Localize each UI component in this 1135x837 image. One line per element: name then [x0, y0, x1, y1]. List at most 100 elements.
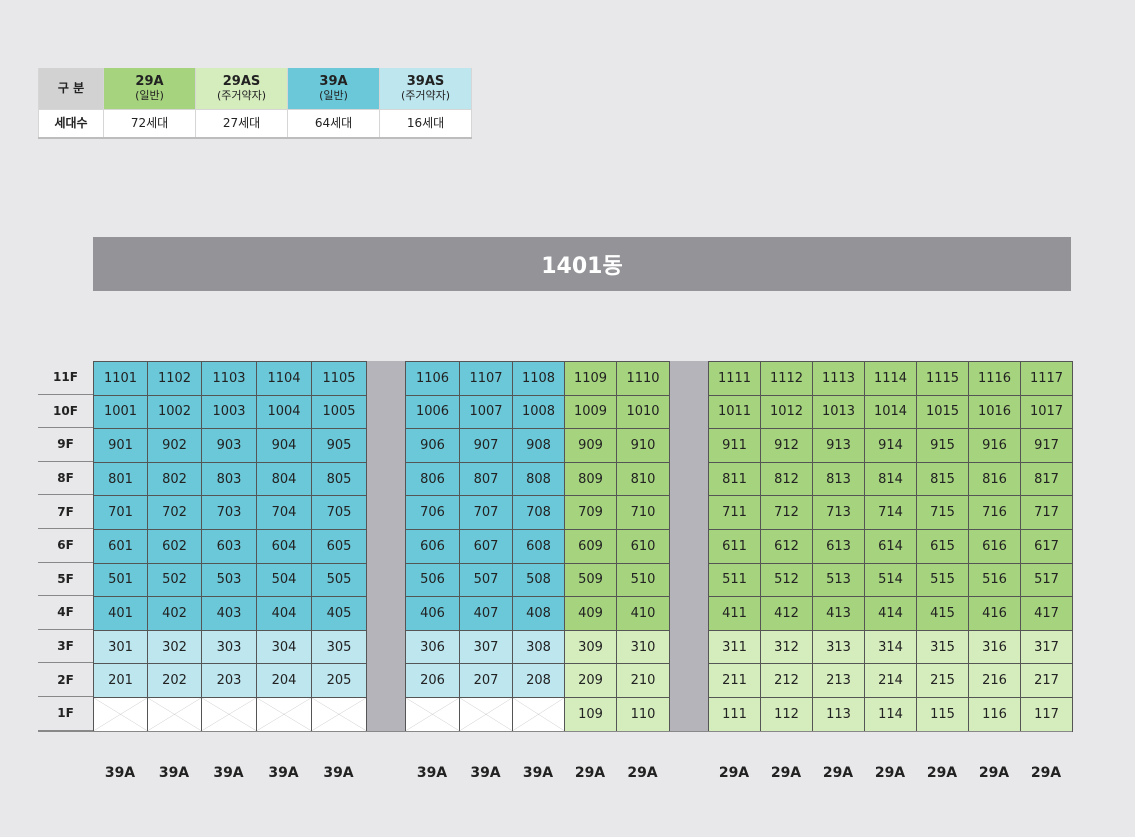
unit-cell: 417 [1020, 596, 1073, 631]
unit-cell: 1006 [405, 394, 460, 430]
unit-cell: 808 [512, 461, 565, 497]
unit-cell: 405 [311, 596, 367, 631]
floor-label: 5F [38, 563, 93, 597]
unit-cell: 713 [812, 495, 865, 530]
unit-cell: 204 [256, 663, 312, 698]
unit-cell: 1008 [512, 394, 565, 430]
unit-cell: 213 [812, 663, 865, 698]
unit-cell: 1015 [916, 394, 969, 430]
cross-icon [312, 698, 366, 731]
unit-cell: 1103 [201, 361, 257, 396]
empty-unit-cell [311, 697, 367, 732]
unit-cell: 202 [147, 663, 202, 698]
unit-cell: 1116 [968, 361, 1021, 396]
floor-label: 2F [38, 663, 93, 697]
floor-label: 8F [38, 462, 93, 496]
unit-cell: 308 [512, 629, 565, 665]
unit-cell: 109 [564, 697, 617, 732]
unit-cell: 506 [405, 562, 460, 598]
unit-cell: 314 [864, 629, 917, 665]
unit-cell: 1105 [311, 361, 367, 396]
unit-cell: 807 [459, 461, 513, 497]
legend-type-29a: 29A (일반) [103, 68, 196, 110]
unit-cell: 602 [147, 529, 202, 564]
unit-cell: 613 [812, 529, 865, 564]
unit-type-legend: 구 분 29A (일반) 29AS (주거약자) 39A (일반) 39AS (… [38, 68, 472, 139]
unit-cell: 415 [916, 596, 969, 631]
unit-cell: 411 [708, 596, 761, 631]
unit-cell: 913 [812, 428, 865, 463]
unit-cell: 715 [916, 495, 969, 530]
unit-cell: 1013 [812, 394, 865, 430]
column-type-label: 29A [1030, 765, 1062, 781]
unit-cell: 1012 [760, 394, 813, 430]
unit-cell: 306 [405, 629, 460, 665]
unit-cell: 312 [760, 629, 813, 665]
unit-cell: 711 [708, 495, 761, 530]
unit-cell: 502 [147, 562, 202, 598]
unit-cell: 610 [616, 529, 670, 564]
unit-cell: 708 [512, 495, 565, 530]
unit-cell: 514 [864, 562, 917, 598]
unit-cell: 906 [405, 428, 460, 463]
unit-cell: 1110 [616, 361, 670, 396]
floor-label: 6F [38, 529, 93, 563]
unit-cell: 1010 [616, 394, 670, 430]
unit-cell: 911 [708, 428, 761, 463]
unit-cell: 714 [864, 495, 917, 530]
unit-cell: 1107 [459, 361, 513, 396]
unit-cell: 802 [147, 461, 202, 497]
unit-cell: 917 [1020, 428, 1073, 463]
unit-cell: 915 [916, 428, 969, 463]
column-type-label: 39A [416, 765, 448, 781]
unit-cell: 513 [812, 562, 865, 598]
legend-type-39a: 39A (일반) [287, 68, 380, 110]
unit-cell: 908 [512, 428, 565, 463]
unit-cell: 304 [256, 629, 312, 665]
unit-cell: 607 [459, 529, 513, 564]
unit-cell: 303 [201, 629, 257, 665]
unit-cell: 310 [616, 629, 670, 665]
unit-cell: 311 [708, 629, 761, 665]
unit-cell: 111 [708, 697, 761, 732]
unit-cell: 914 [864, 428, 917, 463]
unit-cell: 401 [93, 596, 148, 631]
unit-cell: 403 [201, 596, 257, 631]
column-type-label: 39A [104, 765, 136, 781]
unit-cell: 710 [616, 495, 670, 530]
column-type-label: 39A [522, 765, 554, 781]
unit-cell: 1112 [760, 361, 813, 396]
unit-cell: 507 [459, 562, 513, 598]
column-type-label: 29A [874, 765, 906, 781]
unit-cell: 1102 [147, 361, 202, 396]
unit-cell: 1109 [564, 361, 617, 396]
unit-cell: 605 [311, 529, 367, 564]
unit-cell: 801 [93, 461, 148, 497]
unit-cell: 503 [201, 562, 257, 598]
legend-type-39as: 39AS (주거약자) [379, 68, 472, 110]
unit-cell: 614 [864, 529, 917, 564]
unit-cell: 508 [512, 562, 565, 598]
unit-cell: 806 [405, 461, 460, 497]
unit-cell: 517 [1020, 562, 1073, 598]
unit-cell: 113 [812, 697, 865, 732]
unit-cell: 215 [916, 663, 969, 698]
unit-cell: 611 [708, 529, 761, 564]
unit-cell: 901 [93, 428, 148, 463]
unit-cell: 811 [708, 461, 761, 497]
unit-cell: 316 [968, 629, 1021, 665]
unit-cell: 410 [616, 596, 670, 631]
legend-count-29a: 72세대 [103, 109, 196, 139]
floor-label: 3F [38, 630, 93, 664]
unit-cell: 404 [256, 596, 312, 631]
unit-cell: 413 [812, 596, 865, 631]
unit-cell: 1002 [147, 394, 202, 430]
unit-cell: 416 [968, 596, 1021, 631]
legend-type-sub: (주거약자) [400, 88, 451, 102]
legend-type-sub: (주거약자) [216, 88, 267, 102]
unit-cell: 1017 [1020, 394, 1073, 430]
unit-cell: 902 [147, 428, 202, 463]
unit-cell: 307 [459, 629, 513, 665]
unit-cell: 701 [93, 495, 148, 530]
